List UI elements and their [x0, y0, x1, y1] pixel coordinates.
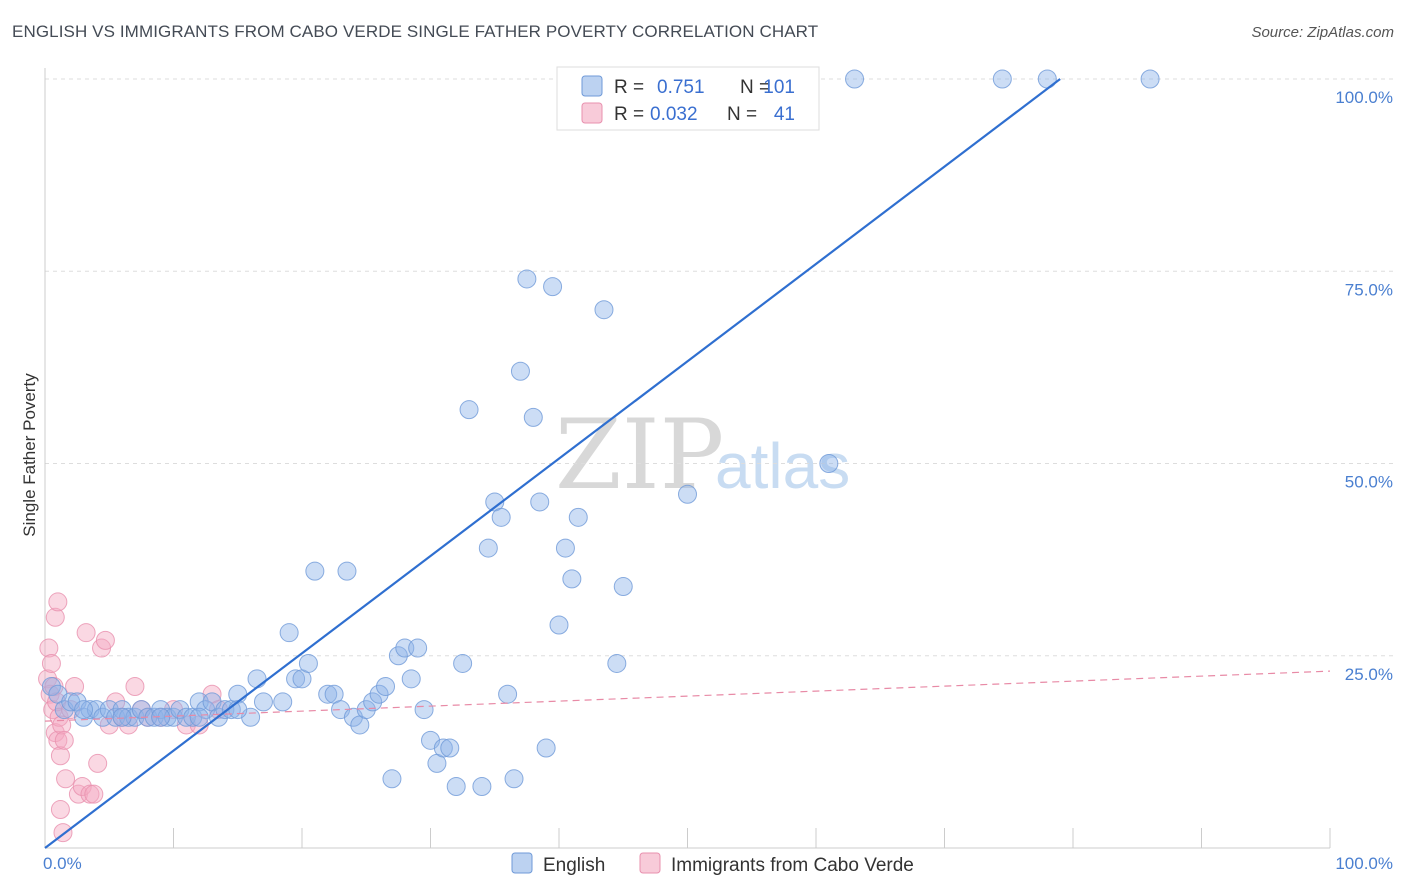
english-point — [562, 569, 582, 589]
english-point — [388, 646, 408, 666]
legend-box: R = 0.751 N = 101 R = 0.032 N = 41 — [556, 66, 820, 131]
x-tick-label-min: 0.0% — [43, 854, 82, 873]
english-point — [543, 277, 563, 297]
english-point — [613, 577, 633, 597]
watermark-atlas: atlas — [715, 430, 850, 502]
english-point — [408, 638, 428, 658]
english-point — [845, 69, 865, 89]
cabo-verde-point — [41, 653, 61, 673]
cabo-verde-point — [48, 592, 68, 612]
legend-n-label-cabo-verde: N = — [727, 104, 757, 125]
english-point — [523, 407, 543, 427]
english-point — [819, 454, 839, 473]
english-point — [992, 69, 1012, 89]
cabo-verde-point — [54, 730, 74, 750]
english-point — [337, 561, 357, 581]
bottom-legend-swatch-english — [511, 852, 533, 874]
english-point — [356, 700, 376, 720]
english-point — [536, 738, 556, 758]
english-point — [504, 769, 524, 789]
english-point — [446, 776, 466, 796]
english-point — [273, 692, 293, 712]
english-point — [678, 484, 697, 504]
english-point — [459, 400, 479, 420]
legend-swatch-english — [581, 75, 603, 97]
x-ticks — [173, 828, 1331, 848]
english-point — [453, 653, 473, 673]
english-point — [318, 684, 338, 704]
english-point — [510, 361, 530, 381]
legend-r-cabo-verde: 0.032 — [650, 104, 698, 125]
english-point — [279, 623, 299, 643]
english-point — [298, 653, 318, 673]
legend-n-english: 101 — [763, 77, 795, 98]
cabo-verde-point — [95, 630, 115, 650]
english-point — [607, 653, 627, 673]
english-point — [568, 507, 588, 527]
bottom-legend-cabo-verde: Immigrants from Cabo Verde — [671, 855, 914, 876]
english-point — [498, 684, 518, 704]
english-point — [433, 738, 453, 758]
source-label: Source: ZipAtlas.com — [1251, 24, 1394, 41]
english-point — [491, 507, 511, 527]
english-point — [517, 269, 537, 289]
english-point — [401, 669, 421, 689]
cabo-verde-point — [125, 677, 145, 697]
watermark-zip: ZIP — [555, 399, 724, 511]
cabo-verde-point — [56, 769, 76, 789]
english-point — [253, 692, 273, 712]
trendline-cabo-verde — [44, 670, 1331, 722]
legend-r-english: 0.751 — [657, 77, 705, 98]
cabo-verde-point — [84, 784, 104, 804]
cabo-verde-point — [88, 753, 108, 773]
cabo-verde-point — [48, 730, 68, 750]
legend-n-cabo-verde: 41 — [774, 104, 795, 125]
english-point — [151, 707, 171, 727]
english-point — [472, 776, 492, 796]
bottom-legend: English Immigrants from Cabo Verde — [511, 852, 914, 876]
english-point — [478, 538, 498, 558]
gridlines — [45, 78, 1393, 657]
bottom-legend-swatch-cabo-verde — [639, 852, 661, 874]
cabo-verde-point — [45, 607, 65, 627]
legend-swatch-cabo-verde — [581, 102, 603, 124]
y-tick-label: 50.0% — [1345, 473, 1393, 492]
english-point — [286, 669, 306, 689]
english-point — [594, 300, 614, 320]
cabo-verde-point — [76, 623, 96, 643]
y-tick-label: 75.0% — [1345, 280, 1393, 299]
english-point — [247, 669, 267, 689]
english-point — [363, 692, 383, 712]
english-point — [305, 561, 325, 581]
english-point — [189, 707, 209, 727]
cabo-verde-point — [39, 638, 59, 658]
x-tick-label-max: 100.0% — [1335, 854, 1393, 873]
english-point — [369, 684, 389, 704]
english-point — [555, 538, 575, 558]
english-point — [382, 769, 402, 789]
chart-title: ENGLISH VS IMMIGRANTS FROM CABO VERDE SI… — [12, 22, 819, 41]
english-point — [112, 707, 132, 727]
legend-r-label-cabo-verde: R = — [614, 104, 644, 125]
trendline-english — [44, 78, 1061, 849]
legend-r-label-english: R = — [614, 77, 644, 98]
english-point — [440, 738, 460, 758]
legend-n-label-english: N = — [740, 77, 770, 98]
y-tick-label: 25.0% — [1345, 665, 1393, 684]
bottom-legend-english: English — [543, 855, 605, 876]
english-point — [530, 492, 550, 512]
english-point — [74, 700, 94, 720]
english-point — [549, 615, 569, 635]
english-point — [414, 700, 434, 720]
english-point — [1140, 69, 1160, 89]
y-axis-label: Single Father Poverty — [20, 373, 39, 537]
cabo-verde-point — [72, 776, 92, 796]
english-point — [376, 677, 396, 697]
cabo-verde-point — [50, 800, 70, 820]
cabo-verde-point — [50, 746, 70, 766]
english-point — [41, 677, 61, 697]
y-tick-label: 100.0% — [1335, 88, 1393, 107]
cabo-verde-point — [65, 677, 85, 697]
